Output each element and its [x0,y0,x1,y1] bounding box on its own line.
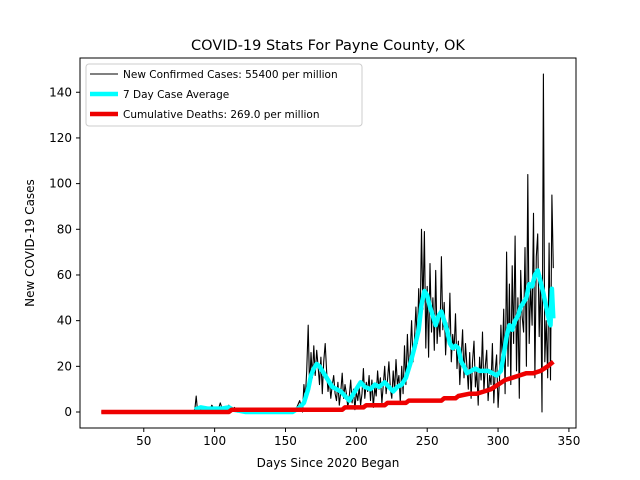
x-tick-label: 200 [345,434,368,448]
legend-label-2: Cumulative Deaths: 269.0 per million [123,109,320,121]
y-tick-label: 80 [57,222,72,236]
legend-label-1: 7 Day Case Average [123,89,229,101]
x-tick-label: 250 [416,434,439,448]
x-tick-label: 50 [136,434,151,448]
x-axis: 50 100 150 200 250 300 350 [136,428,580,448]
series-layer [101,73,556,415]
series-line-2 [101,360,555,415]
y-tick-label: 120 [49,131,72,145]
chart-title: COVID-19 Stats For Payne County, OK [191,38,465,54]
y-tick-label: 40 [57,314,72,328]
legend-box [85,63,363,127]
y-axis-label: New COVID-19 Cases [23,179,37,307]
x-axis-label: Days Since 2020 Began [257,456,400,470]
y-axis: 0 20 40 60 80 100 120 140 [49,85,80,419]
series-line-1 [193,268,556,415]
x-tick-label: 100 [203,434,226,448]
y-tick-label: 60 [57,268,72,282]
plot-area [79,57,577,429]
y-tick-label: 0 [64,405,72,419]
y-tick-label: 140 [49,85,72,99]
x-tick-label: 350 [557,434,580,448]
x-tick-label: 150 [274,434,297,448]
legend-label-0: New Confirmed Cases: 55400 per million [123,69,338,81]
y-tick-label: 20 [57,359,72,373]
legend: New Confirmed Cases: 55400 per million 7 … [85,63,363,127]
y-tick-label: 100 [49,177,72,191]
x-tick-label: 300 [487,434,510,448]
